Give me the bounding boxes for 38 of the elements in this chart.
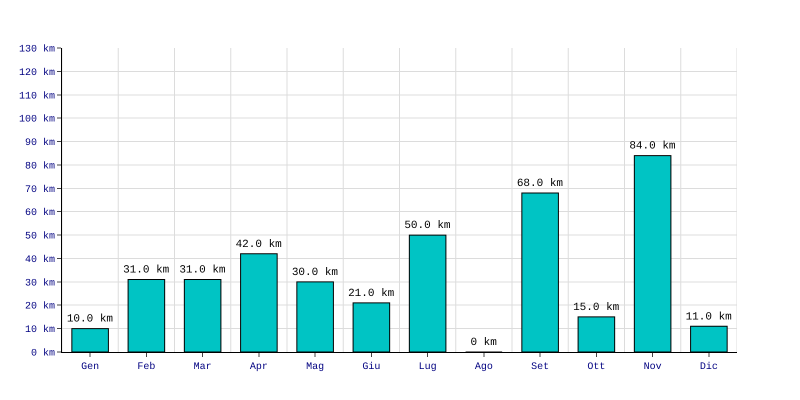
x-tick-label: Gen bbox=[81, 362, 100, 373]
x-tick-label: Giu bbox=[362, 361, 380, 373]
data-label: 31.0 km bbox=[179, 264, 226, 277]
data-label: 31.0 km bbox=[123, 264, 170, 277]
x-tick-label: Mag bbox=[306, 362, 324, 373]
x-tick-label: Nov bbox=[644, 362, 662, 373]
y-tick-label: 120 km bbox=[18, 66, 55, 79]
y-tick-label: 0 km bbox=[30, 348, 55, 360]
y-tick-label: 60 km bbox=[24, 207, 55, 220]
x-tick-label: Dic bbox=[700, 361, 718, 373]
data-label: 21.0 km bbox=[348, 288, 395, 300]
x-tick-label: Mar bbox=[194, 362, 212, 373]
y-tick-label: 20 km bbox=[24, 300, 55, 313]
data-label: 42.0 km bbox=[236, 238, 282, 251]
y-tick-label: 50 km bbox=[24, 230, 55, 243]
y-tick-label: 100 km bbox=[18, 114, 55, 126]
data-label: 0 km bbox=[470, 337, 498, 349]
y-tick-label: 40 km bbox=[24, 254, 55, 266]
data-label: 84.0 km bbox=[629, 140, 676, 153]
data-label: 10.0 km bbox=[66, 314, 114, 326]
x-tick-label: Ago bbox=[474, 362, 493, 373]
x-tick-label: Lug bbox=[418, 362, 437, 373]
data-label: 11.0 km bbox=[686, 311, 732, 324]
y-tick-label: 110 km bbox=[18, 90, 55, 102]
data-label: 30.0 km bbox=[292, 266, 338, 279]
data-label: 68.0 km bbox=[516, 178, 564, 190]
x-tick-label: Apr bbox=[250, 362, 268, 373]
data-label: 15.0 km bbox=[573, 302, 620, 314]
x-tick-label: Ott bbox=[587, 362, 606, 373]
y-tick-label: 10 km bbox=[24, 324, 55, 336]
y-tick-label: 130 km bbox=[18, 44, 55, 56]
y-tick-label: 90 km bbox=[24, 137, 55, 150]
x-tick-label: Feb bbox=[137, 361, 156, 373]
y-tick-label: 80 km bbox=[24, 160, 55, 172]
data-label: 50.0 km bbox=[404, 220, 451, 232]
y-tick-label: 30 km bbox=[24, 277, 55, 290]
x-tick-label: Set bbox=[531, 362, 550, 373]
y-tick-label: 70 km bbox=[24, 184, 55, 196]
